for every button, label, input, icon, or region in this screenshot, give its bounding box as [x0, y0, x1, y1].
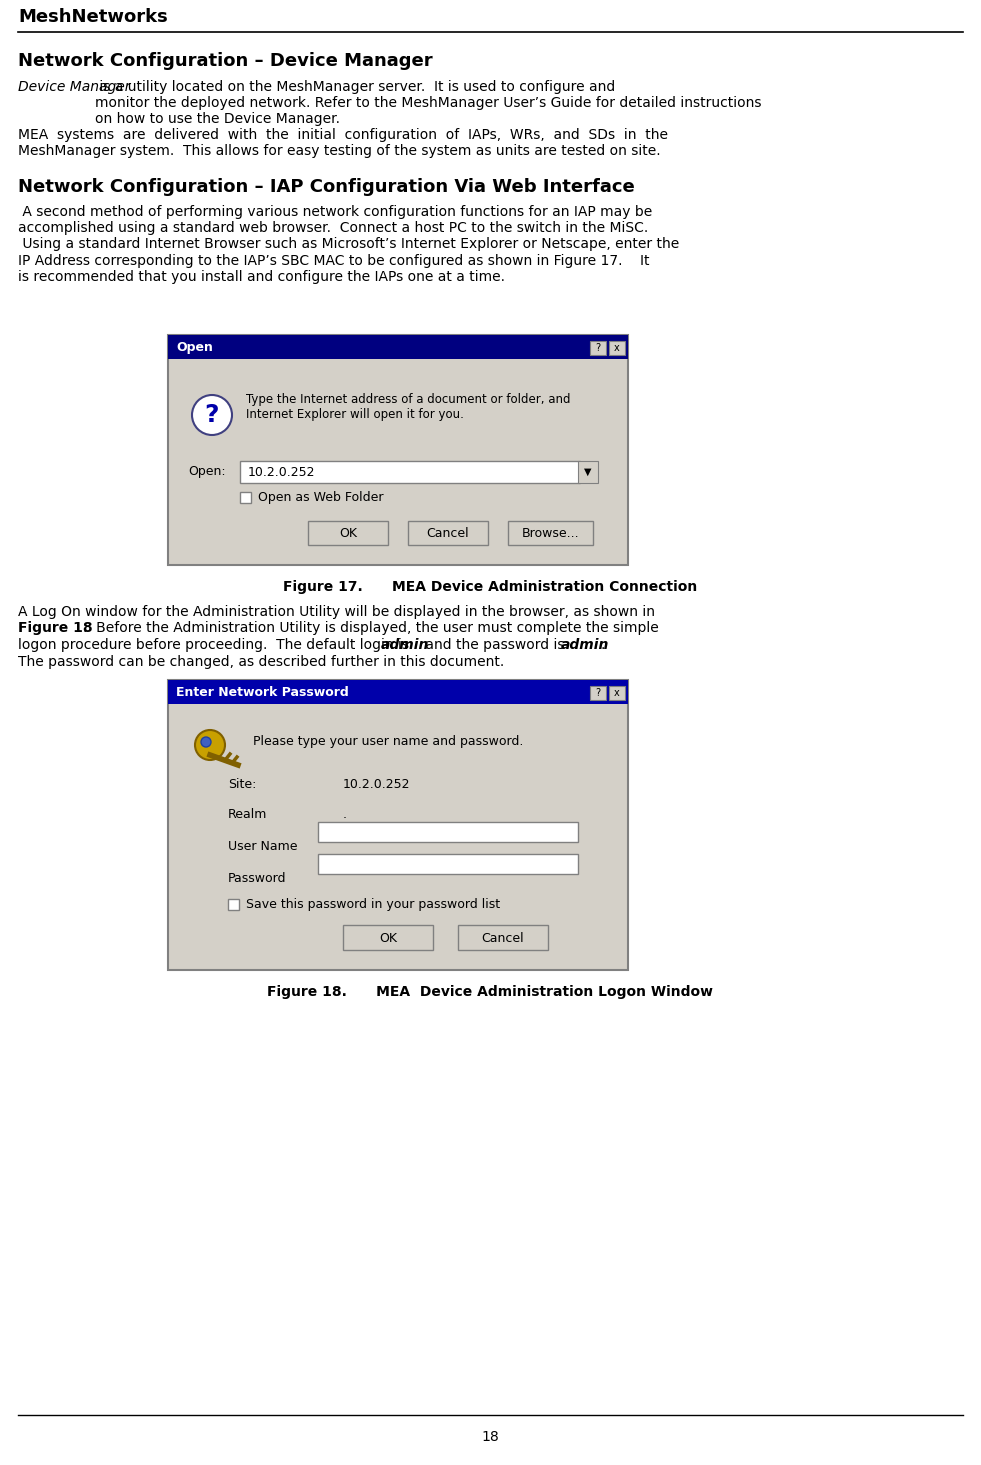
Text: A second method of performing various network configuration functions for an IAP: A second method of performing various ne… [18, 205, 679, 284]
Text: MeshNetworks: MeshNetworks [18, 7, 168, 26]
Bar [168, 680, 628, 705]
Bar [228, 900, 239, 910]
Bar [168, 335, 628, 565]
Text: Cancel: Cancel [482, 932, 524, 945]
Bar [168, 335, 628, 359]
Text: Open as Web Folder: Open as Web Folder [258, 491, 384, 504]
Text: OK: OK [379, 932, 397, 945]
Text: ?: ? [595, 343, 600, 353]
Text: Network Configuration – Device Manager: Network Configuration – Device Manager [18, 51, 433, 70]
Bar [318, 822, 578, 842]
Bar [318, 854, 578, 875]
Bar [578, 461, 598, 483]
Text: admin: admin [381, 637, 430, 652]
Text: The password can be changed, as described further in this document.: The password can be changed, as describe… [18, 655, 504, 670]
Text: admin: admin [561, 637, 609, 652]
Text: Figure 18: Figure 18 [18, 621, 92, 634]
Text: .: . [343, 809, 347, 820]
Bar [609, 686, 625, 700]
Bar [609, 341, 625, 355]
Text: ▼: ▼ [585, 467, 592, 478]
Text: Network Configuration – IAP Configuration Via Web Interface: Network Configuration – IAP Configuratio… [18, 179, 635, 196]
Bar [458, 924, 548, 949]
Bar [308, 522, 388, 545]
Text: and the password is: and the password is [421, 637, 569, 652]
Text: Type the Internet address of a document or folder, and
Internet Explorer will op: Type the Internet address of a document … [246, 393, 571, 420]
Text: Save this password in your password list: Save this password in your password list [246, 898, 500, 911]
Text: Enter Network Password: Enter Network Password [176, 686, 349, 699]
Text: Device Manager: Device Manager [18, 81, 130, 94]
Text: User Name: User Name [228, 839, 297, 853]
Text: Figure 17.      MEA Device Administration Connection: Figure 17. MEA Device Administration Con… [283, 580, 697, 593]
Text: Figure 18.      MEA  Device Administration Logon Window: Figure 18. MEA Device Administration Log… [267, 984, 713, 999]
Text: MEA  systems  are  delivered  with  the  initial  configuration  of  IAPs,  WRs,: MEA systems are delivered with the initi… [18, 127, 668, 158]
Circle shape [192, 396, 232, 435]
Text: Cancel: Cancel [427, 526, 469, 539]
Circle shape [201, 737, 211, 747]
Bar [508, 522, 593, 545]
Circle shape [195, 730, 225, 760]
Bar [240, 461, 580, 483]
Text: Realm: Realm [228, 809, 268, 820]
Text: logon procedure before proceeding.  The default login is: logon procedure before proceeding. The d… [18, 637, 413, 652]
Text: ?: ? [205, 403, 219, 426]
Text: 10.2.0.252: 10.2.0.252 [248, 466, 316, 479]
Text: Please type your user name and password.: Please type your user name and password. [253, 735, 524, 749]
Bar [343, 924, 433, 949]
Text: Open: Open [176, 340, 213, 353]
Text: Browse...: Browse... [522, 526, 580, 539]
Bar [590, 341, 606, 355]
Text: OK: OK [339, 526, 357, 539]
Text: Password: Password [228, 872, 286, 885]
Text: ?: ? [595, 689, 600, 697]
Text: 18: 18 [481, 1430, 499, 1444]
Text: is a utility located on the MeshManager server.  It is used to configure and
mon: is a utility located on the MeshManager … [95, 81, 761, 126]
Text: Site:: Site: [228, 778, 256, 791]
Text: A Log On window for the Administration Utility will be displayed in the browser,: A Log On window for the Administration U… [18, 605, 655, 620]
Text: x: x [614, 689, 620, 697]
Bar [590, 686, 606, 700]
Text: x: x [614, 343, 620, 353]
Text: Open:: Open: [188, 464, 226, 478]
Bar [168, 680, 628, 970]
Bar [240, 492, 251, 502]
Bar [408, 522, 488, 545]
Text: 10.2.0.252: 10.2.0.252 [343, 778, 410, 791]
Text: .: . [601, 637, 605, 652]
Text: .  Before the Administration Utility is displayed, the user must complete the si: . Before the Administration Utility is d… [83, 621, 659, 634]
